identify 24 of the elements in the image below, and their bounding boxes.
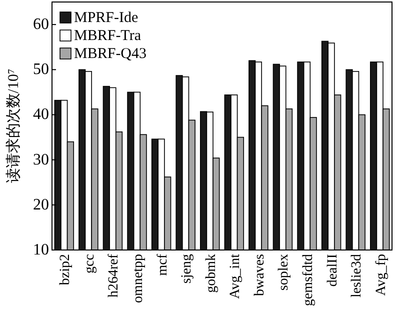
y-tick-label: 60 bbox=[33, 16, 49, 34]
legend-label: MBRF-Q43 bbox=[74, 46, 147, 62]
x-tick-label: bwaves bbox=[252, 254, 268, 296]
y-tick-label: 50 bbox=[33, 61, 49, 78]
y-tick-label: 10 bbox=[33, 242, 49, 258]
x-tick-label: Avg_int bbox=[228, 254, 244, 299]
x-tick-label: gemsfdtd bbox=[301, 254, 316, 306]
x-tick-label: h264ref bbox=[106, 254, 122, 298]
x-tick-label: dealII bbox=[325, 254, 340, 287]
y-tick-label: 40 bbox=[33, 106, 49, 124]
y-tick-label: 20 bbox=[33, 196, 49, 214]
y-tick-label: 30 bbox=[33, 151, 49, 168]
x-tick-label: mcf bbox=[155, 254, 170, 276]
x-tick-label: bzip2 bbox=[58, 254, 74, 286]
x-tick-label: omnetpp bbox=[131, 254, 146, 303]
y-axis-title: 读请求的次数/10⁷ bbox=[5, 68, 22, 184]
x-tick-label: sjeng bbox=[180, 254, 195, 284]
legend-label: MBRF-Tra bbox=[74, 28, 142, 44]
x-tick-label: Avg_fp bbox=[374, 254, 389, 296]
x-tick-label: gcc bbox=[82, 254, 98, 274]
legend-label: MPRF-Ide bbox=[74, 10, 139, 26]
x-tick-label: soplex bbox=[276, 254, 292, 291]
x-tick-label: leslie3d bbox=[350, 254, 365, 298]
x-tick-label: gobmk bbox=[204, 254, 219, 293]
